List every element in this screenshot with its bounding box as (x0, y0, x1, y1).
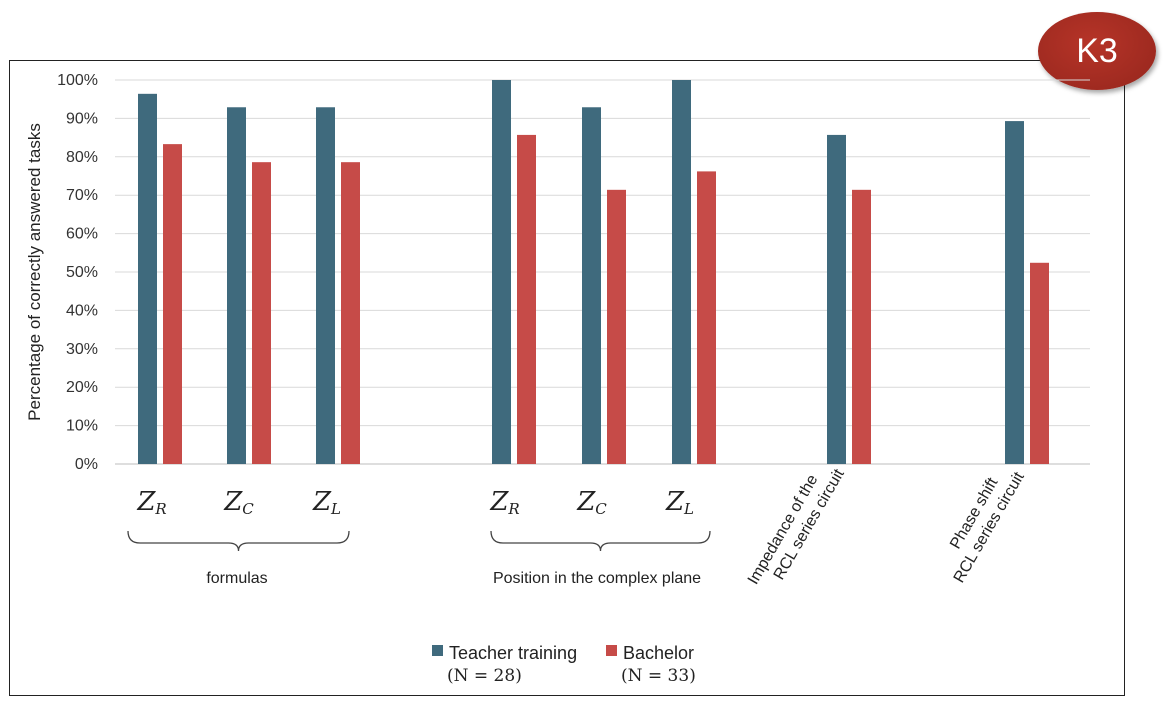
group-label-formulas: formulas (206, 570, 267, 587)
y-axis-label: Percentage of correctly answered tasks (25, 123, 44, 421)
k3-badge: K3 (1038, 12, 1156, 90)
y-tick-label: 100% (57, 72, 98, 89)
y-tick-label: 50% (66, 264, 98, 281)
bar-bachelor (163, 144, 182, 465)
bar-teacher-training (582, 107, 601, 464)
bar-bachelor (607, 189, 626, 464)
bar-teacher-training (492, 80, 511, 464)
bar-teacher-training (227, 107, 246, 464)
category-label: ZC (223, 487, 254, 518)
y-tick-label: 80% (66, 149, 98, 166)
y-tick-label: 70% (66, 187, 98, 204)
category-label: Impedance of theRCL series circuit (745, 456, 848, 598)
bar-bachelor (517, 134, 536, 465)
legend-n-label: (N = 28) (447, 666, 522, 686)
category-label: ZL (312, 487, 341, 518)
y-tick-label: 20% (66, 379, 98, 396)
bar-teacher-training (138, 93, 157, 464)
chart-frame (9, 60, 1125, 696)
legend-label: Teacher training (449, 643, 577, 663)
category-label: ZC (576, 487, 607, 518)
legend-swatch (606, 645, 617, 656)
legend-n-label: (N = 33) (621, 666, 696, 686)
y-tick-label: 0% (75, 456, 98, 473)
legend-swatch (432, 645, 443, 656)
category-label: ZR (489, 487, 519, 518)
bar-teacher-training (827, 134, 846, 465)
legend-label: Bachelor (623, 643, 694, 663)
badge-label: K3 (1076, 31, 1118, 70)
bar-bachelor (252, 162, 271, 464)
y-tick-label: 10% (66, 418, 98, 435)
y-tick-label: 90% (66, 110, 98, 127)
category-label: Phase shiftRCL series circuit (933, 459, 1028, 586)
bar-bachelor (697, 171, 716, 464)
group-label-complex-plane: Position in the complex plane (493, 570, 701, 587)
category-label: ZL (665, 487, 694, 518)
bar-bachelor (1030, 262, 1049, 464)
bar-teacher-training (316, 107, 335, 464)
y-tick-label: 30% (66, 341, 98, 358)
bar-teacher-training (1005, 121, 1024, 464)
formulas-brace (127, 530, 350, 552)
bar-bachelor (852, 189, 871, 464)
category-label: ZR (136, 487, 166, 518)
complex-plane-brace (490, 530, 711, 552)
y-tick-label: 40% (66, 302, 98, 319)
y-tick-label: 60% (66, 226, 98, 243)
bar-teacher-training (672, 80, 691, 464)
bar-bachelor (341, 162, 360, 464)
